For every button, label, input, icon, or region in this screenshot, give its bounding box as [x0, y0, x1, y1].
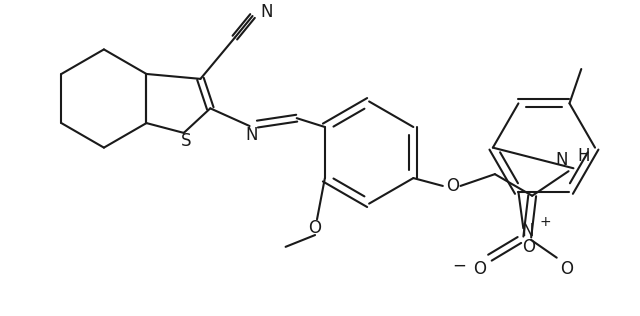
- Text: −: −: [452, 257, 467, 275]
- Text: N: N: [521, 222, 534, 240]
- Text: O: O: [446, 177, 459, 195]
- Text: S: S: [180, 132, 191, 150]
- Text: N: N: [260, 3, 273, 21]
- Text: +: +: [539, 215, 550, 229]
- Text: N: N: [555, 151, 568, 169]
- Text: N: N: [245, 126, 258, 144]
- Text: O: O: [474, 260, 486, 278]
- Text: O: O: [560, 260, 573, 278]
- Text: O: O: [308, 219, 321, 237]
- Text: H: H: [577, 148, 590, 166]
- Text: O: O: [522, 238, 535, 256]
